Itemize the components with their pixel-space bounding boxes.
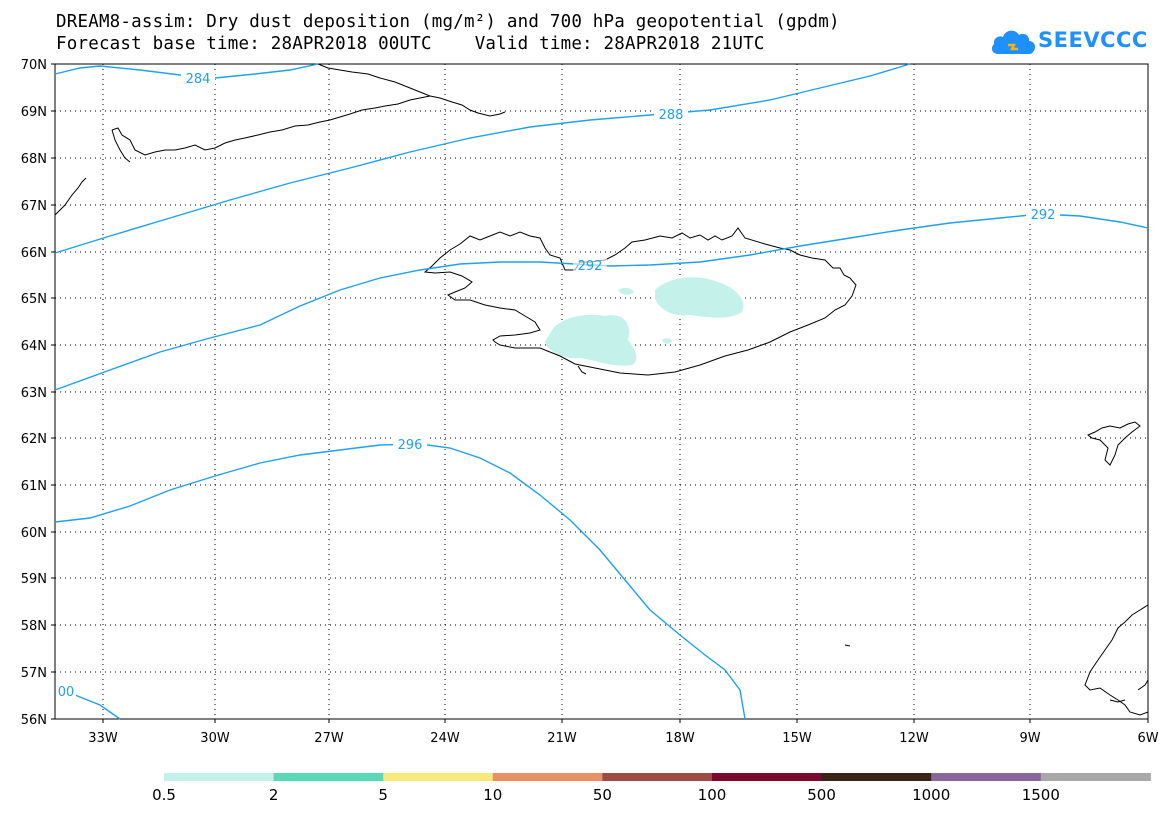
legend-label: 10 xyxy=(483,786,502,804)
lat-label: 66N xyxy=(21,246,47,261)
lon-label: 33W xyxy=(88,731,118,746)
axis-ticks xyxy=(51,63,1149,723)
legend-labels: 0.5 2 5 10 50 100 500 1000 1500 xyxy=(152,786,1060,804)
contour-label: 00 xyxy=(58,685,75,700)
lat-label: 69N xyxy=(21,105,47,120)
legend-swatch xyxy=(383,773,494,781)
legend-swatch xyxy=(712,773,823,781)
cloud-icon xyxy=(991,30,1036,54)
lon-label: 12W xyxy=(899,731,929,746)
contour-288 xyxy=(54,63,911,254)
lon-label: 21W xyxy=(547,731,577,746)
geopotential-contours xyxy=(54,63,1149,720)
legend-swatch xyxy=(164,773,275,781)
contour-label: 292 xyxy=(1031,208,1056,223)
map-frame xyxy=(54,63,1149,720)
lat-label: 61N xyxy=(21,479,47,494)
lat-label: 62N xyxy=(21,432,47,447)
lon-label: 30W xyxy=(200,731,230,746)
contour-284 xyxy=(54,63,319,79)
coastlines xyxy=(54,63,1149,716)
legend-label: 5 xyxy=(378,786,388,804)
lat-label: 70N xyxy=(21,58,47,73)
legend-label: 50 xyxy=(593,786,612,804)
lat-label: 60N xyxy=(21,526,47,541)
contour-label: 296 xyxy=(398,438,423,453)
contour-label: 292 xyxy=(578,259,603,274)
lat-label: 67N xyxy=(21,199,47,214)
contour-292 xyxy=(54,213,1149,391)
legend-label: 2 xyxy=(269,786,279,804)
logo-text: SEEVCCC xyxy=(1038,28,1148,52)
legend-swatch xyxy=(492,773,603,781)
lat-label: 63N xyxy=(21,386,47,401)
lat-label: 59N xyxy=(21,572,47,587)
lon-label: 15W xyxy=(782,731,812,746)
contour-label: 288 xyxy=(659,108,684,123)
lon-label: 18W xyxy=(665,731,695,746)
lon-label: 24W xyxy=(430,731,460,746)
legend-swatch xyxy=(1040,773,1151,781)
legend-label: 1500 xyxy=(1022,786,1060,804)
legend-label: 1000 xyxy=(912,786,950,804)
legend-swatch xyxy=(931,773,1042,781)
longitude-labels: 33W 30W 27W 24W 21W 18W 15W 12W 9W 6W xyxy=(88,731,1158,746)
lat-label: 65N xyxy=(21,292,47,307)
dust-deposition-area xyxy=(545,277,744,366)
latitude-labels: 70N 69N 68N 67N 66N 65N 64N 63N 62N 61N … xyxy=(21,58,47,728)
lon-label: 6W xyxy=(1137,731,1158,746)
legend-label: 100 xyxy=(698,786,727,804)
lat-label: 64N xyxy=(21,339,47,354)
contour-label: 284 xyxy=(186,72,211,87)
legend-label: 0.5 xyxy=(152,786,176,804)
seevccc-logo: SEEVCCC xyxy=(990,20,1147,60)
legend-label: 500 xyxy=(807,786,836,804)
legend-swatch xyxy=(273,773,384,781)
legend-swatch xyxy=(821,773,932,781)
lon-label: 27W xyxy=(314,731,344,746)
lat-label: 58N xyxy=(21,619,47,634)
lat-label: 68N xyxy=(21,152,47,167)
chart-title: DREAM8-assim: Dry dust deposition (mg/m²… xyxy=(56,12,840,32)
contour-296 xyxy=(54,443,746,720)
color-legend xyxy=(164,773,1151,781)
contour-labels: 284 288 292 292 296 00 xyxy=(56,70,1060,700)
lon-label: 9W xyxy=(1019,731,1040,746)
lat-label: 57N xyxy=(21,666,47,681)
graticule xyxy=(55,64,1148,719)
legend-swatch xyxy=(602,773,713,781)
chart-subtitle: Forecast base time: 28APR2018 00UTC Vali… xyxy=(56,34,765,54)
lat-label: 56N xyxy=(21,713,47,728)
